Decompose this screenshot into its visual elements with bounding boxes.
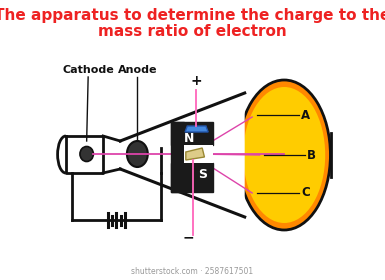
Text: mass ratio of electron: mass ratio of electron: [98, 24, 287, 39]
Ellipse shape: [238, 80, 330, 230]
Polygon shape: [171, 122, 213, 145]
Text: S: S: [198, 167, 208, 181]
Text: The apparatus to determine the charge to the: The apparatus to determine the charge to…: [0, 8, 385, 23]
Text: B: B: [307, 148, 316, 162]
Polygon shape: [171, 163, 213, 192]
Text: Anode: Anode: [117, 65, 157, 75]
Polygon shape: [184, 145, 213, 163]
Text: shutterstock.com · 2587617501: shutterstock.com · 2587617501: [131, 267, 254, 277]
Polygon shape: [186, 148, 204, 160]
Polygon shape: [171, 122, 184, 192]
Text: −: −: [182, 230, 194, 244]
Polygon shape: [120, 93, 245, 217]
Text: A: A: [301, 109, 310, 122]
Text: Cathode: Cathode: [62, 65, 114, 75]
Text: +: +: [191, 74, 202, 88]
Text: C: C: [301, 186, 310, 199]
Polygon shape: [103, 136, 120, 173]
Ellipse shape: [80, 146, 94, 162]
Text: N: N: [184, 132, 194, 144]
Ellipse shape: [127, 141, 148, 167]
Polygon shape: [185, 126, 208, 132]
Ellipse shape: [243, 87, 325, 223]
